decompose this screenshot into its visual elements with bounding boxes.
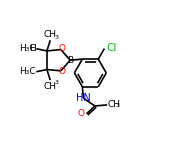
Text: 3: 3 xyxy=(54,35,58,40)
Text: CH: CH xyxy=(108,100,121,109)
Text: O: O xyxy=(78,109,85,118)
Text: 3: 3 xyxy=(115,103,119,108)
Text: CH: CH xyxy=(44,30,57,39)
Text: O: O xyxy=(58,44,65,53)
Text: Cl: Cl xyxy=(107,43,117,53)
Text: HN: HN xyxy=(76,93,91,103)
Text: O: O xyxy=(58,67,65,76)
Text: B: B xyxy=(67,56,73,65)
Text: 3: 3 xyxy=(54,80,58,85)
Text: H₃C: H₃C xyxy=(19,44,36,53)
Text: CH: CH xyxy=(44,82,57,91)
Text: H₃C: H₃C xyxy=(19,67,36,76)
Text: H: H xyxy=(29,44,36,53)
